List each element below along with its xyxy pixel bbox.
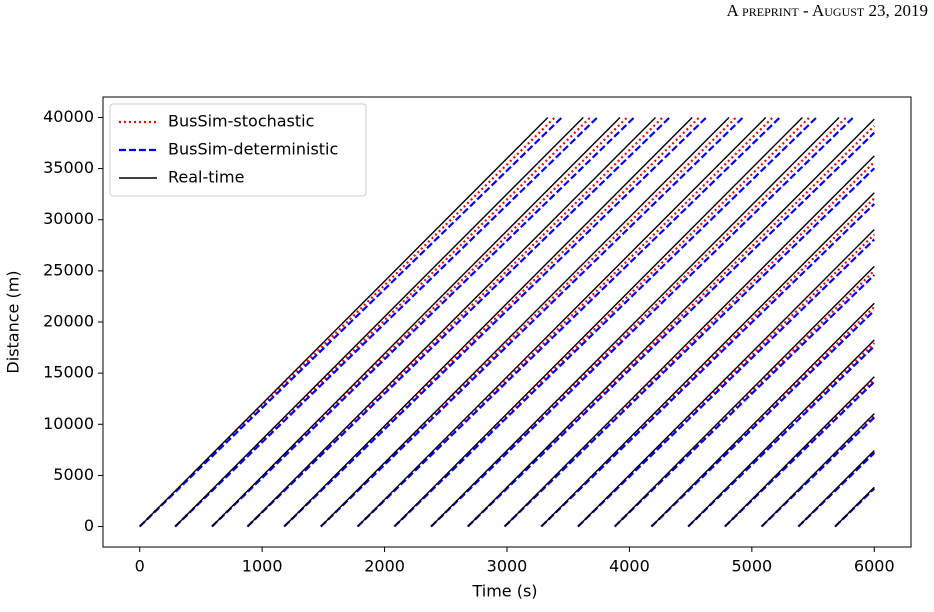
y-axis-label: Distance (m) <box>4 270 23 373</box>
y-tick-label: 15000 <box>43 363 94 382</box>
series-line <box>138 116 876 528</box>
y-tick-label: 35000 <box>43 158 94 177</box>
x-tick-label: 3000 <box>487 557 528 576</box>
legend-label: Real-time <box>168 168 244 187</box>
legend-label: BusSim-deterministic <box>168 140 338 159</box>
legend-box <box>109 103 367 197</box>
x-tick-label: 1000 <box>242 557 283 576</box>
x-tick-label: 6000 <box>854 557 895 576</box>
legend-label: BusSim-stochastic <box>168 112 314 131</box>
y-tick-label: 30000 <box>43 209 94 228</box>
x-axis-label: Time (s) <box>471 582 537 601</box>
y-tick-label: 25000 <box>43 260 94 279</box>
y-tick-label: 0 <box>84 516 94 535</box>
y-tick-label: 10000 <box>43 414 94 433</box>
y-tick-label: 5000 <box>53 465 94 484</box>
page-header: A preprint - August 23, 2019 <box>726 1 928 20</box>
x-tick-label: 5000 <box>731 557 772 576</box>
y-tick-label: 20000 <box>43 312 94 331</box>
series-line <box>139 117 875 527</box>
x-tick-label: 0 <box>135 557 145 576</box>
x-tick-label: 4000 <box>609 557 650 576</box>
y-tick-label: 40000 <box>43 107 94 126</box>
series-line <box>138 116 876 528</box>
x-tick-label: 2000 <box>364 557 405 576</box>
